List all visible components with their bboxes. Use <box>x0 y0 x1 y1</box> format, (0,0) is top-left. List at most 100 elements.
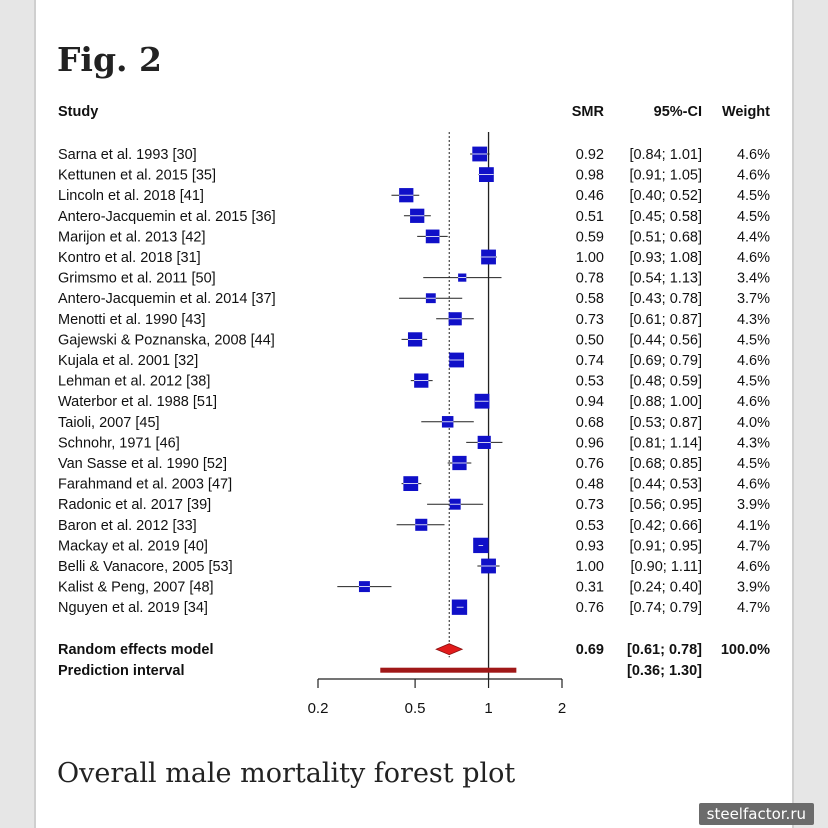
weight-value: 4.6% <box>737 168 770 184</box>
ci-value: [0.74; 0.79] <box>629 600 702 616</box>
weight-value: 4.5% <box>737 188 770 204</box>
study-label: Van Sasse et al. 1990 [52] <box>58 456 227 472</box>
smr-value: 0.94 <box>576 394 604 410</box>
weight-value: 4.4% <box>737 229 770 245</box>
forest-plot: Study SMR 95%-CI Weight Sarna et al. 1993 [3… <box>56 98 772 718</box>
smr-value: 0.68 <box>576 415 604 431</box>
ci-value: [0.68; 0.85] <box>629 456 702 472</box>
study-label: Antero-Jacquemin et al. 2014 [37] <box>58 291 276 307</box>
ci-value: [0.42; 0.66] <box>629 518 702 534</box>
ci-value: [0.54; 1.13] <box>629 271 702 287</box>
study-label: Gajewski & Poznanska, 2008 [44] <box>58 332 275 348</box>
weight-value: 4.6% <box>737 353 770 369</box>
weight-value: 4.5% <box>737 456 770 472</box>
x-axis-tick-label: 0.5 <box>405 700 426 717</box>
smr-value: 1.00 <box>576 559 604 575</box>
ci-value: [0.91; 1.05] <box>629 168 702 184</box>
smr-value: 0.76 <box>576 456 604 472</box>
weight-value: 4.7% <box>737 600 770 616</box>
ci-value: [0.84; 1.01] <box>629 147 702 163</box>
left-border-line <box>34 0 36 828</box>
ci-value: [0.45; 0.58] <box>629 209 702 225</box>
smr-value: 0.76 <box>576 600 604 616</box>
random-effects-label: Random effects model <box>58 642 214 658</box>
x-axis-tick-label: 2 <box>558 700 566 717</box>
study-label: Radonic et al. 2017 [39] <box>58 497 211 513</box>
study-label: Kettunen et al. 2015 [35] <box>58 168 216 184</box>
weight-value: 4.3% <box>737 435 770 451</box>
study-label: Waterbor et al. 1988 [51] <box>58 394 217 410</box>
watermark: steelfactor.ru <box>698 803 814 825</box>
study-label: Kalist & Peng, 2007 [48] <box>58 580 214 596</box>
ci-value: [0.93; 1.08] <box>629 250 702 266</box>
prediction-interval-ci: [0.36; 1.30] <box>627 663 702 679</box>
ci-value: [0.56; 0.95] <box>629 497 702 513</box>
smr-value: 0.74 <box>576 353 604 369</box>
prediction-interval-bar <box>380 667 517 673</box>
random-effects-weight: 100.0% <box>721 642 770 658</box>
study-label: Marijon et al. 2013 [42] <box>58 229 206 245</box>
ci-value: [0.43; 0.78] <box>629 291 702 307</box>
right-border <box>794 0 828 828</box>
weight-value: 3.7% <box>737 291 770 307</box>
smr-value: 0.58 <box>576 291 604 307</box>
study-label: Schnohr, 1971 [46] <box>58 435 180 451</box>
weight-value: 4.6% <box>737 477 770 493</box>
x-axis-tick-label: 0.2 <box>308 700 329 717</box>
smr-value: 0.73 <box>576 497 604 513</box>
ci-value: [0.48; 0.59] <box>629 374 702 390</box>
ci-value: [0.44; 0.56] <box>629 332 702 348</box>
smr-value: 0.93 <box>576 538 604 554</box>
random-effects-smr: 0.69 <box>576 642 604 658</box>
figure-caption: Overall male mortality forest plot <box>57 758 516 789</box>
header-ci: 95%-CI <box>654 104 702 120</box>
study-label: Kontro et al. 2018 [31] <box>58 250 201 266</box>
random-effects-diamond <box>435 643 464 656</box>
study-label: Belli & Vanacore, 2005 [53] <box>58 559 233 575</box>
right-border-line <box>792 0 794 828</box>
weight-value: 4.0% <box>737 415 770 431</box>
header-smr: SMR <box>572 104 605 120</box>
ci-value: [0.51; 0.68] <box>629 229 702 245</box>
ci-value: [0.44; 0.53] <box>629 477 702 493</box>
x-axis-tick-label: 1 <box>484 700 492 717</box>
study-label: Farahmand et al. 2003 [47] <box>58 477 232 493</box>
ci-value: [0.91; 0.95] <box>629 538 702 554</box>
study-label: Mackay et al. 2019 [40] <box>58 538 208 554</box>
smr-value: 0.53 <box>576 374 604 390</box>
weight-value: 3.9% <box>737 497 770 513</box>
prediction-interval-label: Prediction interval <box>58 663 185 679</box>
ci-value: [0.88; 1.00] <box>629 394 702 410</box>
ci-value: [0.90; 1.11] <box>631 559 702 575</box>
study-label: Kujala et al. 2001 [32] <box>58 353 198 369</box>
weight-value: 4.5% <box>737 374 770 390</box>
weight-value: 3.4% <box>737 271 770 287</box>
weight-value: 4.5% <box>737 332 770 348</box>
study-label: Menotti et al. 1990 [43] <box>58 312 206 328</box>
smr-value: 0.92 <box>576 147 604 163</box>
smr-value: 0.51 <box>576 209 604 225</box>
weight-value: 4.6% <box>737 394 770 410</box>
smr-value: 0.31 <box>576 580 604 596</box>
study-label: Lehman et al. 2012 [38] <box>58 374 210 390</box>
ci-value: [0.69; 0.79] <box>629 353 702 369</box>
smr-value: 0.50 <box>576 332 604 348</box>
ci-value: [0.61; 0.87] <box>629 312 702 328</box>
header-study: Study <box>58 104 98 120</box>
smr-value: 0.96 <box>576 435 604 451</box>
ci-value: [0.24; 0.40] <box>629 580 702 596</box>
weight-value: 4.6% <box>737 559 770 575</box>
ci-value: [0.53; 0.87] <box>629 415 702 431</box>
weight-value: 4.1% <box>737 518 770 534</box>
weight-value: 4.3% <box>737 312 770 328</box>
study-label: Lincoln et al. 2018 [41] <box>58 188 204 204</box>
weight-value: 4.6% <box>737 250 770 266</box>
weight-value: 4.5% <box>737 209 770 225</box>
figure-label: Fig. 2 <box>57 40 162 79</box>
study-label: Nguyen et al. 2019 [34] <box>58 600 208 616</box>
smr-value: 0.59 <box>576 229 604 245</box>
study-label: Taioli, 2007 [45] <box>58 415 160 431</box>
smr-value: 0.53 <box>576 518 604 534</box>
weight-value: 4.6% <box>737 147 770 163</box>
forest-plot-svg: Study SMR 95%-CI Weight Sarna et al. 1993 [3… <box>58 104 770 717</box>
